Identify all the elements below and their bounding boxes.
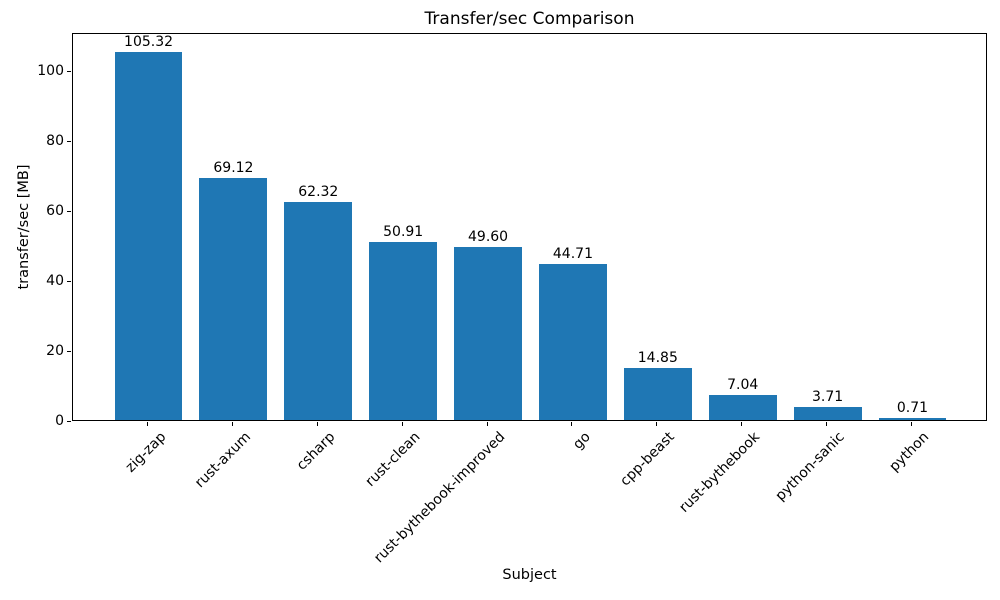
x-tick-label-rust-axum: rust-axum <box>191 429 254 492</box>
y-tick-mark <box>67 421 71 422</box>
x-tick-mark <box>316 422 318 426</box>
bar-value-label: 62.32 <box>298 184 339 201</box>
x-tick-mark <box>571 422 573 426</box>
y-tick-label: 0 <box>55 413 64 429</box>
x-tick-mark <box>486 422 488 426</box>
x-tick-label-python-sanic: python-sanic <box>772 429 848 505</box>
bar-rust-bythebook <box>708 395 777 420</box>
bar-value-label: 0.71 <box>896 399 929 416</box>
x-tick-mark <box>741 422 743 426</box>
y-tick-mark <box>67 351 71 353</box>
x-tick-label-zig-zap: zig-zap <box>122 429 169 476</box>
x-tick-label-csharp: csharp <box>294 429 339 474</box>
bar-value-label: 3.71 <box>811 389 844 406</box>
plot-area: 105.32 69.12 62.32 50.91 49.60 44.71 14.85 7.04… <box>72 33 987 421</box>
x-tick-mark <box>401 422 403 426</box>
bar-cpp-beast <box>623 368 692 420</box>
bar-value-label: 7.04 <box>727 377 759 394</box>
y-tick-mark <box>67 141 71 143</box>
y-tick-label: 100 <box>37 63 64 80</box>
bar-python <box>878 417 947 420</box>
bar-value-label: 105.32 <box>124 33 174 50</box>
bar-python-sanic <box>793 407 862 420</box>
y-tick-mark <box>67 71 71 73</box>
bar-value-label: 44.71 <box>552 245 593 262</box>
y-tick-mark <box>67 281 71 283</box>
y-tick-mark <box>67 211 71 213</box>
chart-title: Transfer/sec Comparison <box>424 9 635 29</box>
x-tick-mark <box>147 422 149 426</box>
y-tick-label: 80 <box>46 133 64 150</box>
x-tick-mark <box>656 422 658 426</box>
x-tick-label-python: python <box>886 429 933 475</box>
bar-value-label: 69.12 <box>213 160 254 177</box>
y-tick-label: 40 <box>46 273 64 290</box>
bar-value-label: 50.91 <box>383 224 424 241</box>
y-tick-label: 20 <box>46 343 64 360</box>
x-axis-label: Subject <box>502 567 557 583</box>
bar-zig-zap <box>114 51 183 420</box>
bar-value-label: 14.85 <box>637 350 678 367</box>
x-tick-label-cpp-beast: cpp-beast <box>617 429 679 490</box>
bar-csharp <box>284 202 353 420</box>
bar-rust-axum <box>199 178 268 420</box>
x-tick-mark <box>826 422 828 426</box>
x-tick-label-go: go <box>569 429 594 453</box>
bar-rust-bythebook-improved <box>454 246 522 420</box>
x-tick-label-rust-bythebook: rust-bythebook <box>676 429 764 516</box>
bar-value-label: 49.60 <box>468 228 509 245</box>
x-tick-mark <box>910 422 912 426</box>
x-tick-mark <box>231 422 233 426</box>
bar-rust-clean <box>369 242 438 420</box>
bar-go <box>538 263 607 420</box>
y-tick-label: 60 <box>46 203 64 220</box>
x-tick-label-rust-clean: rust-clean <box>362 429 424 490</box>
